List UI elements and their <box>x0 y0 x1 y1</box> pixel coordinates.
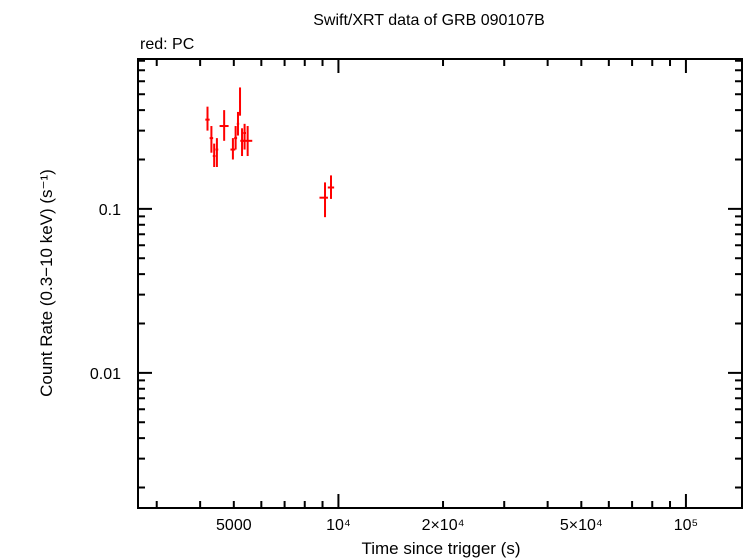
data-point <box>236 111 240 136</box>
data-point <box>234 126 238 150</box>
y-tick-label: 0.01 <box>90 366 121 383</box>
chart-subtitle: red: PC <box>140 36 194 53</box>
axis-tick-labels: 5000 10⁴ 2×10⁴ 5×10⁴ 10⁵ 0.1 0.01 <box>90 202 698 534</box>
data-point <box>212 143 216 168</box>
x-tick-label: 2×10⁴ <box>422 517 465 534</box>
chart-title: Swift/XRT data of GRB 090107B <box>313 12 545 29</box>
data-point <box>243 123 246 150</box>
x-tick-label: 10⁴ <box>326 517 351 534</box>
y-axis-label: Count Rate (0.3−10 keV) (s⁻¹) <box>37 169 56 397</box>
data-point <box>239 87 242 116</box>
data-point <box>215 138 219 168</box>
data-series-pc <box>205 87 335 218</box>
x-tick-label: 10⁵ <box>674 517 698 534</box>
data-point <box>219 110 229 141</box>
data-point <box>209 126 214 153</box>
axis-ticks <box>138 59 742 508</box>
data-point <box>327 175 335 199</box>
plot-frame <box>137 58 743 509</box>
data-point <box>242 126 253 157</box>
x-tick-label: 5000 <box>216 517 252 534</box>
data-point <box>205 106 210 131</box>
x-axis-label: Time since trigger (s) <box>361 539 520 558</box>
y-tick-label: 0.1 <box>99 202 121 219</box>
data-point <box>319 182 328 218</box>
x-tick-label: 5×10⁴ <box>560 517 603 534</box>
data-point <box>230 138 236 160</box>
